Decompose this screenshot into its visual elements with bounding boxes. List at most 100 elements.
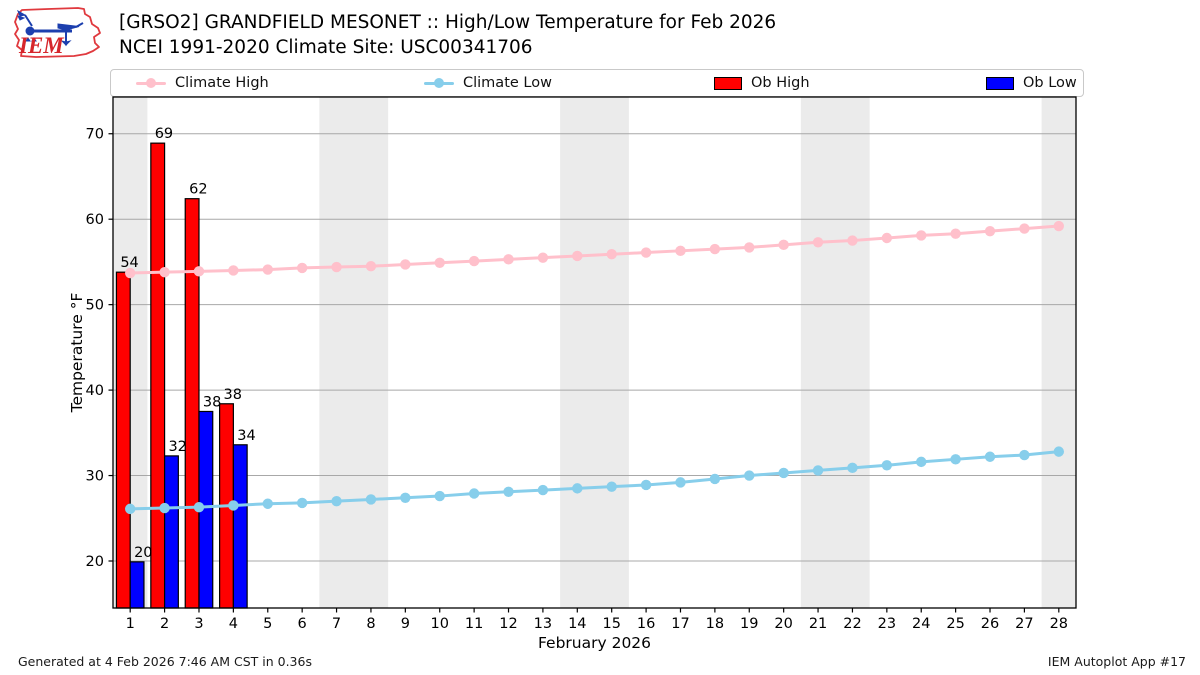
- climate-low-point: [847, 462, 858, 474]
- climate-low-point: [1019, 449, 1030, 461]
- x-tick-label: 20: [774, 616, 792, 632]
- x-tick-label: 4: [229, 616, 238, 632]
- climate-high-point: [537, 252, 549, 263]
- climate-high-point: [400, 259, 411, 270]
- bar-value-label: 62: [189, 182, 207, 198]
- page-subtitle: NCEI 1991-2020 Climate Site: USC00341706: [119, 37, 533, 58]
- climate-high-point: [124, 267, 136, 279]
- y-tick-label: 40: [86, 383, 104, 399]
- y-tick-label: 60: [86, 212, 104, 228]
- climate-low-point: [434, 490, 445, 502]
- legend-label: Ob Low: [1023, 75, 1077, 91]
- x-tick-label: 9: [401, 616, 410, 632]
- iem-logo: IEM: [8, 2, 110, 62]
- x-tick-label: 22: [843, 616, 861, 632]
- bar-value-label: 38: [203, 394, 221, 410]
- bar-value-label: 20: [134, 545, 152, 561]
- climate-high-point: [193, 266, 205, 277]
- chart-legend: Climate High Climate Low Ob High Ob Low: [110, 69, 1084, 97]
- climate-high-point: [881, 232, 893, 244]
- x-tick-label: 24: [912, 616, 930, 632]
- climate-high-point: [1053, 220, 1065, 232]
- bar-value-label: 34: [237, 428, 255, 444]
- bar-value-label: 54: [120, 255, 138, 271]
- climate-high-point: [262, 264, 273, 275]
- climate-high-point: [228, 265, 239, 276]
- legend-item-climate-low: Climate Low: [424, 70, 552, 96]
- x-tick-label: 13: [534, 616, 552, 632]
- y-tick-label: 20: [86, 554, 104, 570]
- ob-high-bar: [184, 198, 200, 609]
- climate-low-point: [468, 488, 480, 499]
- climate-high-point: [640, 247, 652, 258]
- climate-high-point: [434, 257, 445, 268]
- climate-high-point: [468, 255, 480, 267]
- x-tick-label: 3: [194, 616, 203, 632]
- x-axis-label: February 2026: [538, 634, 651, 652]
- climate-low-point: [984, 451, 996, 462]
- x-tick-label: 1: [126, 616, 135, 632]
- legend-item-ob-low: Ob Low: [986, 70, 1077, 96]
- climate-low-point: [400, 492, 411, 503]
- climate-low-point: [262, 498, 273, 509]
- y-axis-label: Temperature °F: [68, 293, 86, 414]
- climate-low-point: [1053, 446, 1065, 457]
- x-tick-label: 11: [465, 616, 483, 632]
- climate-high-point: [1019, 223, 1030, 234]
- bar-value-label: 69: [155, 126, 173, 142]
- title-block: [GRSO2] GRANDFIELD MESONET :: High/Low T…: [119, 10, 776, 60]
- bar-value-label: 32: [168, 439, 186, 455]
- climate-high-point: [950, 228, 961, 239]
- climate-low-point: [778, 467, 789, 479]
- climate-high-point: [847, 235, 858, 246]
- climate-low-point: [812, 465, 824, 476]
- climate-low-point: [744, 470, 755, 481]
- climate-low-point: [331, 495, 342, 507]
- page-title: [GRSO2] GRANDFIELD MESONET :: High/Low T…: [119, 12, 777, 33]
- legend-item-climate-high: Climate High: [136, 70, 269, 96]
- x-tick-label: 2: [160, 616, 169, 632]
- ob-low-patch-icon: [986, 76, 1014, 90]
- climate-low-point: [709, 473, 721, 485]
- bar-value-label: 38: [223, 387, 241, 403]
- climate-high-point: [984, 225, 996, 237]
- climate-low-point: [228, 500, 239, 511]
- climate-low-point: [881, 460, 893, 471]
- x-tick-label: 27: [1015, 616, 1033, 632]
- generated-timestamp: Generated at 4 Feb 2026 7:46 AM CST in 0…: [18, 654, 312, 669]
- legend-label: Ob High: [751, 75, 810, 91]
- x-tick-label: 5: [263, 616, 272, 632]
- climate-high-point: [296, 262, 308, 274]
- climate-high-point: [159, 266, 170, 278]
- x-tick-label: 14: [568, 616, 586, 632]
- y-tick-label: 50: [86, 298, 104, 314]
- ob-low-bar: [163, 455, 179, 609]
- x-tick-label: 10: [431, 616, 449, 632]
- x-tick-label: 21: [809, 616, 827, 632]
- climate-low-point: [193, 501, 205, 513]
- climate-low-point: [916, 456, 927, 468]
- legend-label: Climate High: [175, 75, 269, 91]
- y-tick-label: 30: [86, 469, 104, 485]
- x-tick-label: 26: [981, 616, 999, 632]
- climate-high-line-icon: [136, 78, 166, 88]
- x-tick-label: 19: [740, 616, 758, 632]
- weekend-band: [800, 97, 870, 608]
- weather-station-icon: [17, 9, 84, 47]
- x-tick-label: 12: [499, 616, 517, 632]
- climate-low-point: [124, 503, 136, 515]
- y-tick-label: 70: [86, 127, 104, 143]
- climate-low-point: [365, 494, 377, 505]
- ob-high-bar: [150, 142, 166, 609]
- x-tick-label: 16: [637, 616, 655, 632]
- app-credit: IEM Autoplot App #17: [1047, 654, 1186, 669]
- climate-low-point: [606, 481, 617, 492]
- legend-item-ob-high: Ob High: [714, 70, 810, 96]
- climate-low-point: [675, 477, 686, 488]
- x-tick-label: 6: [298, 616, 307, 632]
- climate-high-point: [503, 254, 514, 265]
- climate-low-point: [950, 454, 961, 465]
- climate-low-point: [537, 484, 549, 496]
- climate-high-point: [812, 237, 824, 248]
